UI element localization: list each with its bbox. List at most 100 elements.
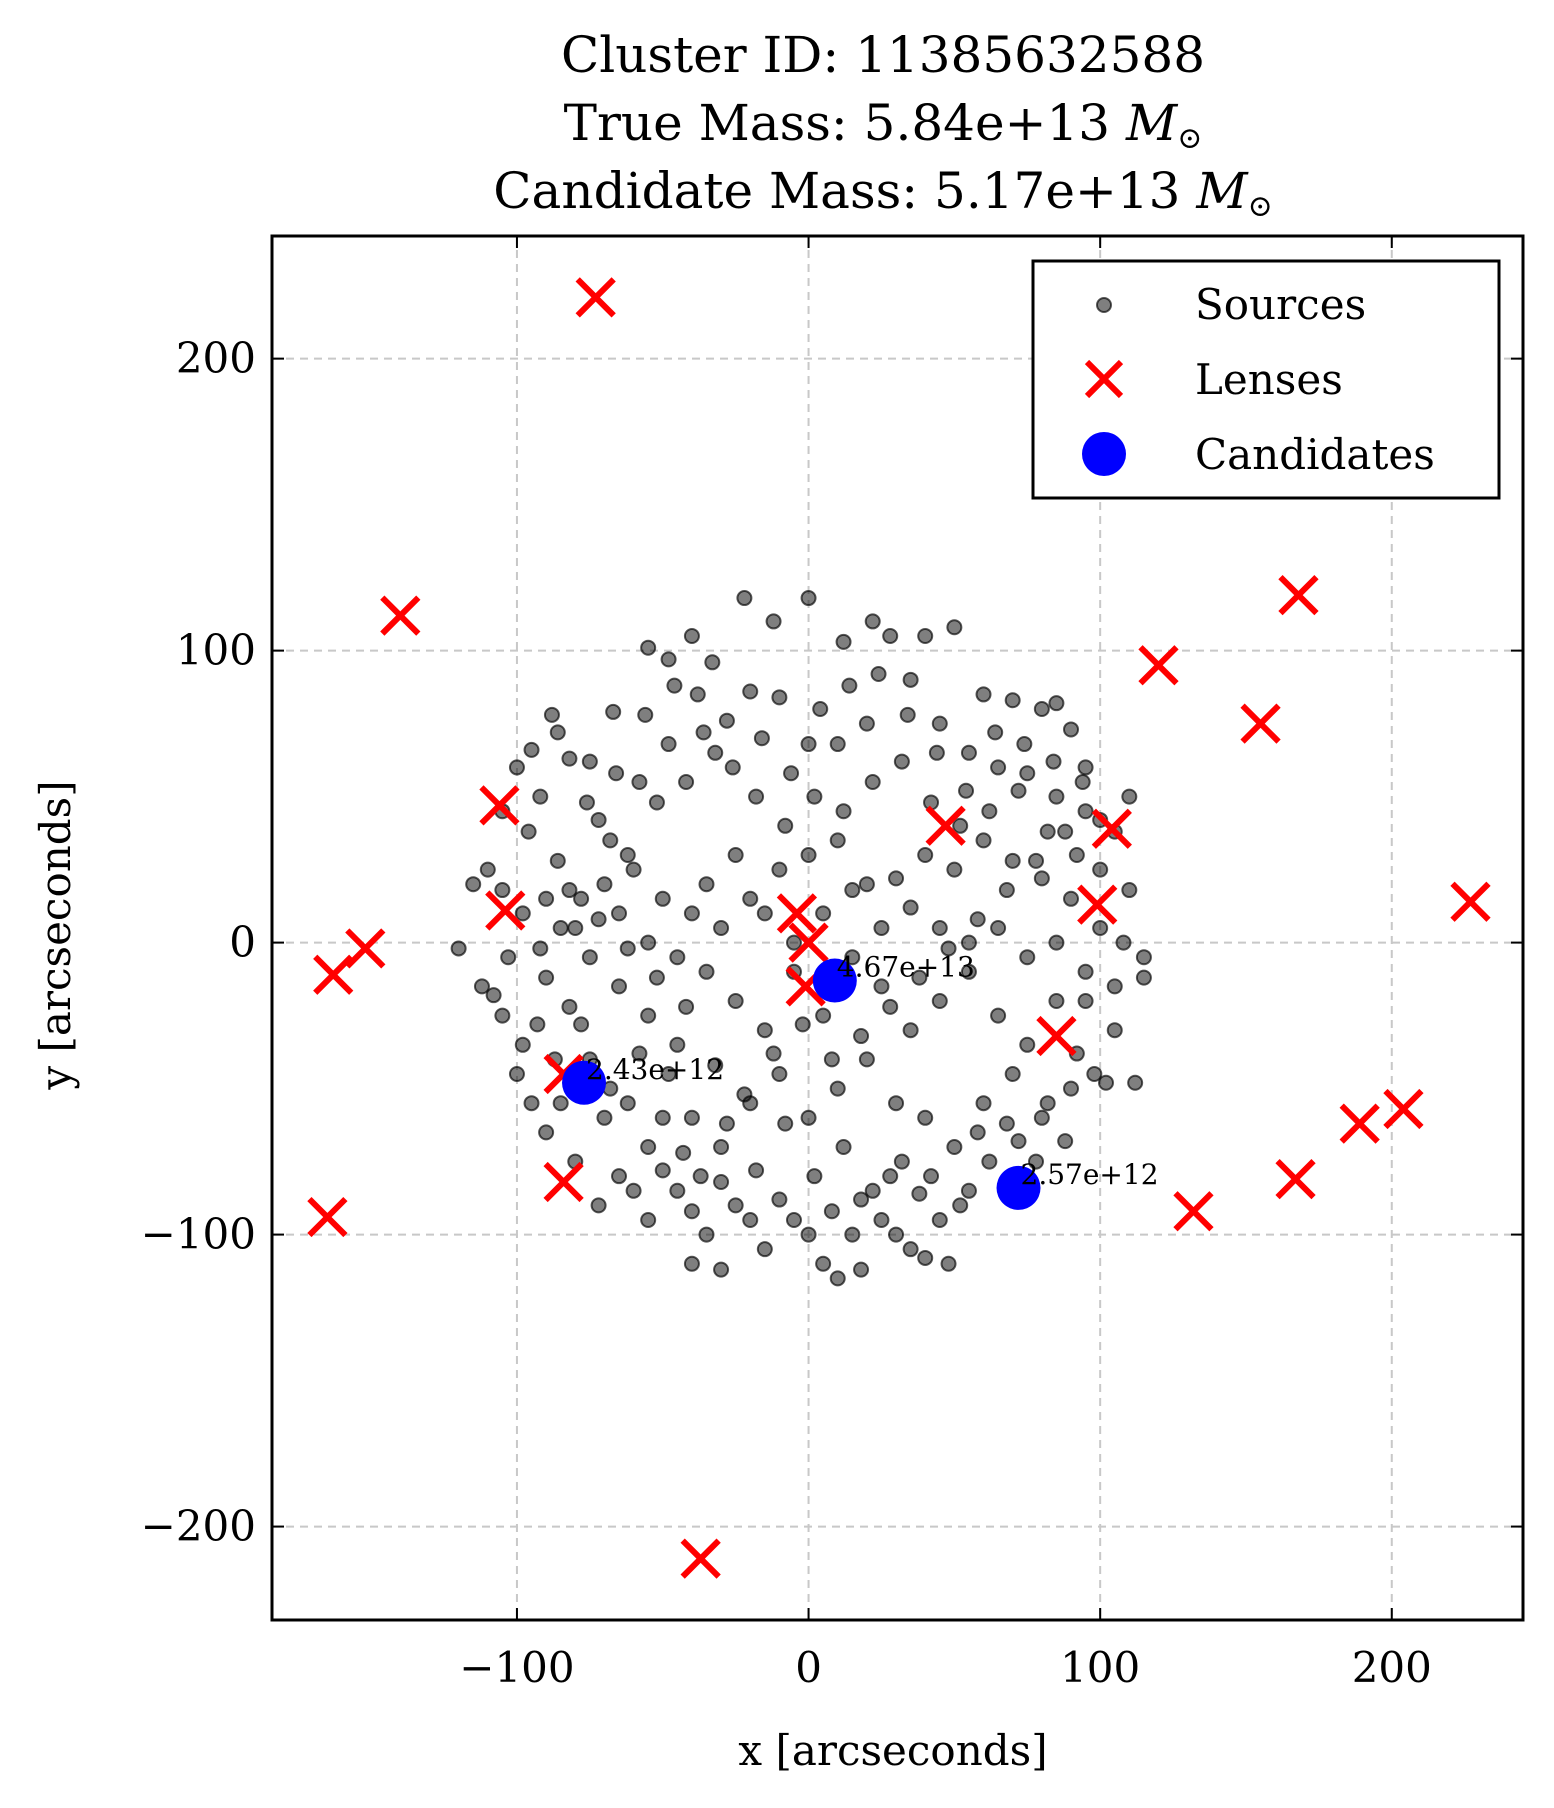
source-point [619,847,636,864]
source-point [1063,1080,1080,1097]
source-point [640,1211,657,1228]
lens-stroke [1173,1191,1214,1232]
source-point [931,1211,948,1228]
source-point [902,1022,919,1039]
source-point [771,1065,788,1082]
source-point [800,1226,817,1243]
source-point [835,1138,852,1155]
source-point [946,619,963,636]
source-point [543,706,560,723]
source-point [923,1168,940,1185]
source-point [523,741,540,758]
source-point [450,940,467,957]
source-point [1004,852,1021,869]
lenses-series [307,277,1491,1579]
lens-marker [1173,1191,1214,1232]
lens-marker [479,785,520,826]
y-tick-label: 200 [176,334,256,383]
lens-marker [575,277,616,318]
lens-stroke [1077,884,1118,925]
source-point [960,1182,977,1199]
title-line-3: Candidate Mass: 5.17e+13 M⊙ [493,162,1272,224]
lens-marker [1450,881,1491,922]
source-point [678,774,695,791]
source-point [1106,1022,1123,1039]
lens-stroke [788,922,829,963]
source-point [494,1007,511,1024]
source-point [654,890,671,907]
source-point [538,1124,555,1141]
source-point [1039,1095,1056,1112]
x-tick-label: 200 [1352,1643,1432,1692]
source-point [683,628,700,645]
source-point [771,689,788,706]
source-point [1048,788,1065,805]
source-point [888,870,905,887]
source-point [806,1168,823,1185]
source-point [532,788,549,805]
lens-stroke [1278,575,1319,616]
source-point [596,876,613,893]
source-point [800,1109,817,1126]
candidate-mass-label: 4.67e+13 [837,951,975,984]
source-point [911,1185,928,1202]
source-point [1063,721,1080,738]
source-point [1121,882,1138,899]
source-point [1068,847,1085,864]
source-point [508,759,525,776]
source-point [1019,1036,1036,1053]
source-point [683,1109,700,1126]
source-point [975,1095,992,1112]
source-point [1033,1109,1050,1126]
source-point [678,998,695,1015]
source-point [1010,782,1027,799]
source-point [873,920,890,936]
source-point [902,899,919,916]
lens-stroke [680,1538,721,1579]
source-point [573,890,590,907]
source-point [520,823,537,840]
source-point [549,852,566,869]
source-point [500,949,517,966]
source-point [783,765,800,782]
source-point [698,876,715,893]
source-point [748,1162,765,1179]
lens-stroke [313,954,354,995]
source-point [508,1065,525,1082]
candidate-mass-label: 2.43e+12 [586,1053,724,1086]
source-point [998,1115,1015,1132]
y-tick-label: −100 [141,1210,256,1259]
lens-marker [345,928,386,969]
source-point [958,782,975,799]
source-point [689,686,706,703]
source-point [698,1226,715,1243]
source-point [960,963,977,980]
source-point [1048,934,1065,951]
source-point [625,861,642,878]
source-point [1057,1133,1074,1150]
y-tick-label: 100 [176,626,256,675]
source-point [561,750,578,767]
lens-marker [1091,808,1132,849]
source-point [567,920,584,936]
source-point [931,715,948,732]
source-point [648,969,665,986]
source-point [631,774,648,791]
source-point [899,706,916,723]
source-point [648,794,665,811]
source-point [981,803,998,820]
lens-stroke [1339,1103,1380,1144]
lens-marker [485,890,526,931]
source-point [931,992,948,1009]
source-point [713,1138,730,1155]
source-point [727,847,744,864]
source-point [864,1182,881,1199]
title-line-1: Cluster ID: 11385632588 [561,26,1205,84]
lens-stroke [776,893,818,934]
source-point [882,1168,899,1185]
source-point [1098,1074,1114,1091]
source-point [785,1211,802,1228]
source-point [660,651,677,668]
source-point [829,1080,846,1097]
source-point [1106,978,1123,995]
